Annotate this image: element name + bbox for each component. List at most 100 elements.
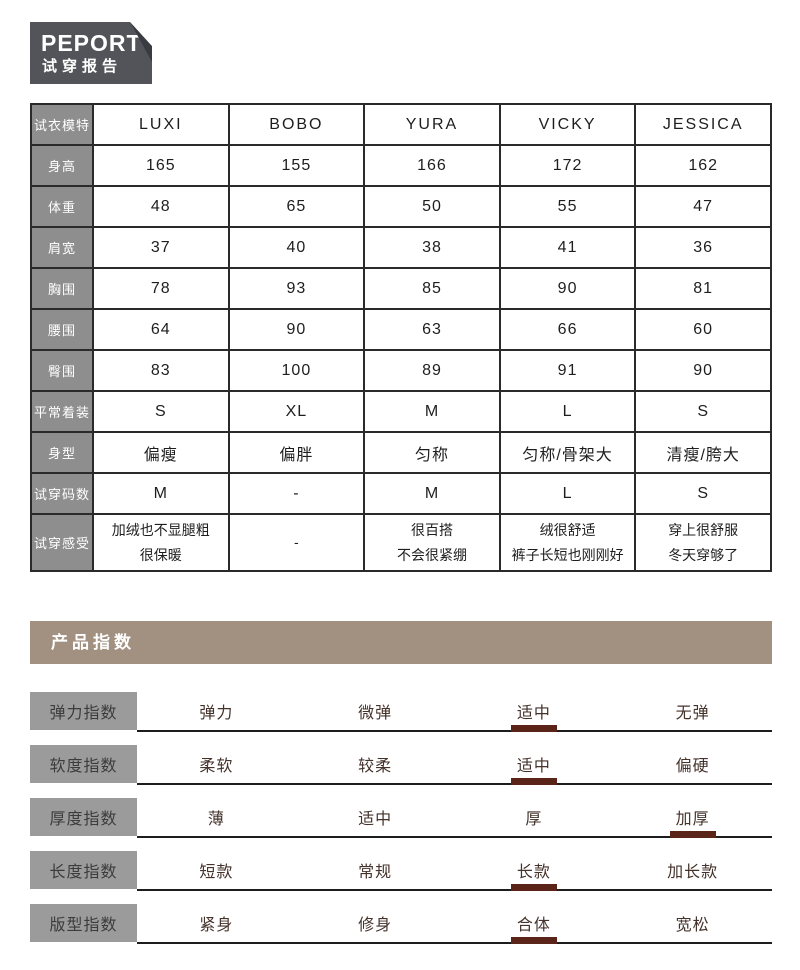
index-option: 薄 bbox=[137, 798, 296, 836]
table-cell: 81 bbox=[634, 267, 772, 310]
table-cell: 65 bbox=[227, 185, 366, 228]
table-cell: 很百搭 不会很紧绷 bbox=[363, 513, 501, 572]
table-cell: 偏胖 bbox=[227, 431, 366, 474]
index-options: 薄 适中 厚 加厚 bbox=[137, 798, 772, 838]
table-cell: 155 bbox=[227, 144, 366, 187]
row-label: 平常着装 bbox=[30, 390, 94, 433]
table-row: 胸围 78 93 85 90 81 bbox=[30, 267, 772, 310]
index-option-label: 短款 bbox=[199, 864, 234, 881]
index-option: 厚 bbox=[455, 798, 614, 836]
row-label: 体重 bbox=[30, 185, 94, 228]
index-option-label: 修身 bbox=[358, 917, 393, 934]
table-cell: 48 bbox=[92, 185, 230, 228]
model-name-header: BOBO bbox=[227, 103, 366, 146]
fit-table-body: 身高 165 155 166 172 162 体重 48 65 50 55 47 肩宽 37 40 38 41 3… bbox=[30, 144, 772, 572]
index-option-selected: 长款 bbox=[455, 851, 614, 891]
fit-table-head: 试衣模特 LUXI BOBO YURA VICKY JESSICA bbox=[30, 103, 772, 146]
table-row: 试穿码数 M - M L S bbox=[30, 472, 772, 515]
model-name-header: YURA bbox=[363, 103, 501, 146]
index-option-label: 微弹 bbox=[358, 705, 393, 722]
index-options: 弹力 微弹 适中 无弹 bbox=[137, 692, 772, 732]
table-cell: 66 bbox=[498, 308, 637, 351]
index-option-selected: 适中 bbox=[455, 692, 614, 732]
index-option: 偏硬 bbox=[613, 745, 772, 783]
table-row: 身型 偏瘦 偏胖 匀称 匀称/骨架大 清瘦/胯大 bbox=[30, 431, 772, 474]
table-cell: 90 bbox=[498, 267, 637, 310]
table-cell: 绒很舒适 裤子长短也刚刚好 bbox=[498, 513, 637, 572]
table-cell: - bbox=[227, 513, 366, 572]
table-row: 平常着装 S XL M L S bbox=[30, 390, 772, 433]
table-cell: 91 bbox=[498, 349, 637, 392]
index-options: 短款 常规 长款 加长款 bbox=[137, 851, 772, 891]
table-cell: 85 bbox=[363, 267, 501, 310]
index-option: 无弹 bbox=[613, 692, 772, 730]
row-label: 身型 bbox=[30, 431, 94, 474]
index-option-label: 加长款 bbox=[667, 864, 719, 881]
table-cell: L bbox=[498, 472, 637, 515]
index-option-selected: 合体 bbox=[455, 904, 614, 944]
table-cell: 63 bbox=[363, 308, 501, 351]
index-options: 紧身 修身 合体 宽松 bbox=[137, 904, 772, 944]
index-option-label: 厚 bbox=[525, 811, 543, 828]
table-cell: 38 bbox=[363, 226, 501, 269]
table-cell: 47 bbox=[634, 185, 772, 228]
index-row: 长度指数 短款 常规 长款 加长款 bbox=[30, 851, 772, 891]
index-row-label: 版型指数 bbox=[30, 904, 137, 942]
table-cell: 83 bbox=[92, 349, 230, 392]
index-option-selected: 加厚 bbox=[613, 798, 772, 838]
table-row: 体重 48 65 50 55 47 bbox=[30, 185, 772, 228]
row-label: 臀围 bbox=[30, 349, 94, 392]
table-cell: 匀称 bbox=[363, 431, 501, 474]
table-cell: 40 bbox=[227, 226, 366, 269]
index-option-label: 合体 bbox=[516, 917, 551, 934]
index-option: 宽松 bbox=[613, 904, 772, 942]
table-row: 试穿感受 加绒也不显腿粗 很保暖 - 很百搭 不会很紧绷 绒很舒适 裤子长短也刚刚好 穿上… bbox=[30, 513, 772, 572]
table-cell: 清瘦/胯大 bbox=[634, 431, 772, 474]
table-cell: 37 bbox=[92, 226, 230, 269]
table-cell: 60 bbox=[634, 308, 772, 351]
index-option-label: 较柔 bbox=[358, 758, 393, 775]
table-cell: 90 bbox=[227, 308, 366, 351]
index-option: 修身 bbox=[296, 904, 455, 942]
index-option: 柔软 bbox=[137, 745, 296, 783]
index-option: 紧身 bbox=[137, 904, 296, 942]
index-row-label: 长度指数 bbox=[30, 851, 137, 889]
index-option-label: 柔软 bbox=[199, 758, 234, 775]
table-cell: 172 bbox=[498, 144, 637, 187]
index-option-label: 薄 bbox=[207, 811, 225, 828]
logo-subtitle: 试穿报告 bbox=[42, 58, 123, 75]
index-option: 加长款 bbox=[613, 851, 772, 889]
selected-marker bbox=[510, 884, 557, 891]
selected-marker bbox=[510, 778, 557, 785]
table-cell: - bbox=[227, 472, 366, 515]
table-cell: L bbox=[498, 390, 637, 433]
table-cell: 162 bbox=[634, 144, 772, 187]
index-option-label: 常规 bbox=[358, 864, 393, 881]
index-option-label: 宽松 bbox=[675, 917, 710, 934]
table-cell: 90 bbox=[634, 349, 772, 392]
index-row-label: 软度指数 bbox=[30, 745, 137, 783]
index-option: 常规 bbox=[296, 851, 455, 889]
index-row: 软度指数 柔软 较柔 适中 偏硬 bbox=[30, 745, 772, 785]
table-cell: 166 bbox=[363, 144, 501, 187]
product-index-title: 产品指数 bbox=[51, 633, 135, 652]
index-option-label: 弹力 bbox=[199, 705, 234, 722]
index-row: 弹力指数 弹力 微弹 适中 无弹 bbox=[30, 692, 772, 732]
brand-logo: PEPORT 试穿报告 bbox=[30, 22, 152, 84]
index-row: 版型指数 紧身 修身 合体 宽松 bbox=[30, 904, 772, 944]
table-cell: XL bbox=[227, 390, 366, 433]
table-cell: 加绒也不显腿粗 很保暖 bbox=[92, 513, 230, 572]
table-cell: 匀称/骨架大 bbox=[498, 431, 637, 474]
index-option-label: 偏硬 bbox=[675, 758, 710, 775]
table-cell: 93 bbox=[227, 267, 366, 310]
table-row: 肩宽 37 40 38 41 36 bbox=[30, 226, 772, 269]
index-option-label: 紧身 bbox=[199, 917, 234, 934]
index-row-label: 弹力指数 bbox=[30, 692, 137, 730]
table-cell: 36 bbox=[634, 226, 772, 269]
index-option-label: 加厚 bbox=[675, 811, 710, 828]
model-name-header: VICKY bbox=[498, 103, 637, 146]
row-label: 胸围 bbox=[30, 267, 94, 310]
fit-table-header-row: 试衣模特 LUXI BOBO YURA VICKY JESSICA bbox=[30, 103, 772, 146]
fit-table: 试衣模特 LUXI BOBO YURA VICKY JESSICA 身高 165 155 166… bbox=[30, 103, 772, 572]
row-label: 腰围 bbox=[30, 308, 94, 351]
